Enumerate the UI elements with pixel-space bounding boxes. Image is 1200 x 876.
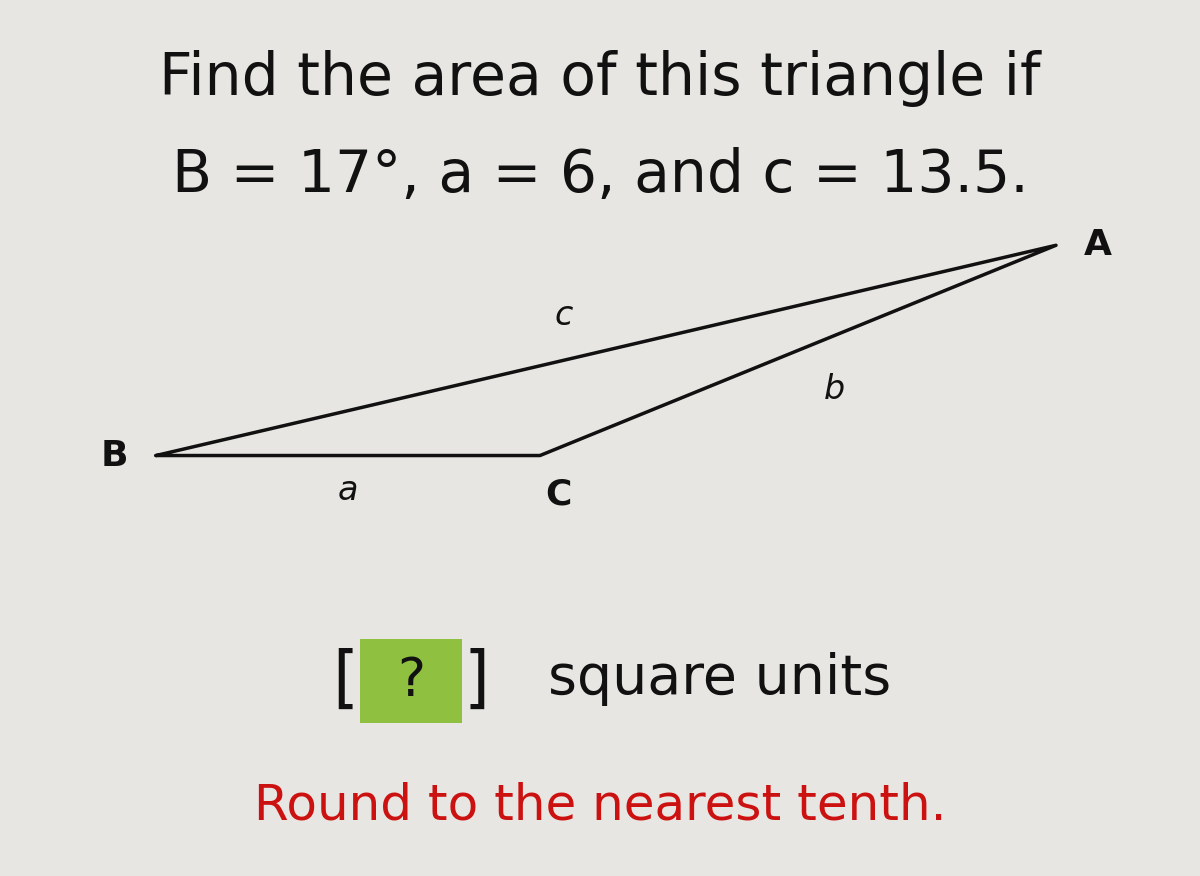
Text: B: B: [101, 439, 127, 472]
Text: Find the area of this triangle if: Find the area of this triangle if: [160, 50, 1040, 108]
Text: b: b: [823, 373, 845, 406]
FancyBboxPatch shape: [360, 639, 462, 723]
Text: ?: ?: [397, 655, 425, 707]
Text: Round to the nearest tenth.: Round to the nearest tenth.: [253, 782, 947, 830]
Text: B = 17°, a = 6, and c = 13.5.: B = 17°, a = 6, and c = 13.5.: [172, 146, 1028, 204]
Text: [: [: [332, 648, 359, 714]
Text: a: a: [337, 474, 359, 507]
Text: A: A: [1084, 229, 1112, 262]
Text: c: c: [554, 299, 574, 332]
Text: C: C: [545, 478, 571, 512]
Text: ]: ]: [463, 648, 490, 714]
Text: square units: square units: [548, 652, 892, 706]
